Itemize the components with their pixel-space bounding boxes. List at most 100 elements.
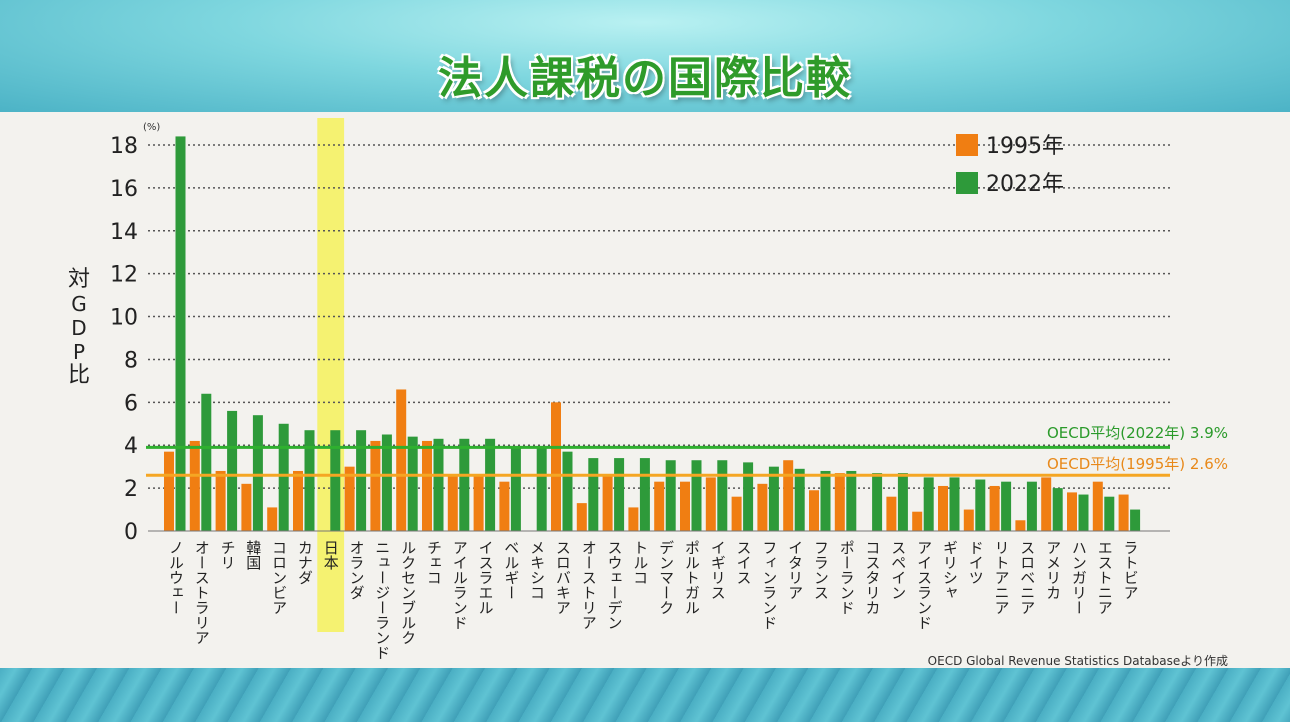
y-tick-label: 0 (124, 520, 138, 545)
oecd-avg-1995-label: OECD平均(1995年) 2.6% (1047, 455, 1228, 473)
bar-1995 (241, 483, 252, 531)
chart-panel (0, 112, 1290, 668)
x-tick-label: イタリア (786, 540, 804, 600)
bar-2022 (639, 458, 650, 531)
y-tick-label: 4 (124, 434, 138, 459)
bar-2022 (201, 393, 212, 531)
x-tick-label: ポルトガル (683, 540, 701, 615)
bar-2022 (949, 477, 960, 531)
x-tick-label: オーストラリア (193, 540, 211, 645)
bar-2022 (1001, 481, 1012, 531)
bar-1995 (963, 509, 974, 531)
highlight-band (317, 118, 345, 632)
x-tick-label: スペイン (889, 540, 907, 600)
bar-1995 (938, 485, 948, 531)
bar-2022 (356, 430, 367, 531)
bar-2022 (794, 468, 805, 531)
y-tick-label: 18 (110, 134, 138, 159)
bar-2022 (278, 423, 289, 531)
bar-1995 (834, 473, 845, 531)
bar-1995 (731, 496, 742, 531)
bar-2022 (459, 438, 470, 531)
bar-1995 (422, 440, 432, 531)
x-tick-label: ルクセンブルク (399, 540, 417, 645)
x-tick-label: スロベニア (1018, 540, 1036, 615)
bar-2022 (820, 470, 831, 531)
bar-2022 (846, 470, 857, 531)
y-tick-label: 12 (110, 263, 138, 288)
bar-2022 (665, 460, 676, 531)
x-tick-label: フィンランド (760, 540, 778, 630)
x-tick-label: デンマーク (657, 540, 675, 615)
bar-2022 (227, 410, 238, 531)
bar-1995 (680, 481, 690, 531)
bar-1995 (447, 475, 458, 531)
bar-1995 (1067, 492, 1077, 531)
bar-2022 (717, 460, 728, 531)
x-tick-label: アメリカ (1044, 540, 1062, 600)
bar-1995 (396, 389, 407, 531)
bar-1995 (293, 470, 303, 531)
x-tick-label: オーストリア (580, 540, 598, 630)
x-tick-label: リトアニア (993, 540, 1011, 615)
bar-2022 (1078, 494, 1089, 531)
bar-1995 (344, 466, 355, 531)
bar-2022 (588, 458, 599, 531)
bar-2022 (897, 473, 908, 531)
x-tick-label: スイス (735, 540, 753, 585)
x-tick-label: アイルランド (451, 540, 469, 630)
bar-2022 (407, 436, 418, 531)
x-tick-label: ギリシャ (941, 540, 959, 600)
bar-1995 (705, 477, 716, 531)
x-tick-label: フランス (812, 540, 830, 600)
bar-1995 (1092, 481, 1103, 531)
bar-1995 (628, 507, 639, 531)
x-tick-label: ポーランド (838, 540, 856, 615)
bar-2022 (872, 473, 883, 531)
bar-2022 (743, 462, 754, 531)
header-background (0, 0, 1290, 112)
x-tick-label: ベルギー (502, 540, 520, 600)
oecd-avg-2022-label: OECD平均(2022年) 3.9% (1047, 424, 1228, 442)
x-tick-label: カナダ (296, 540, 314, 585)
bar-2022 (330, 430, 341, 531)
bar-2022 (1026, 481, 1037, 531)
bar-1995 (473, 475, 484, 531)
y-unit-label: (%) (143, 122, 160, 133)
bar-1995 (1015, 520, 1026, 531)
x-tick-label: ハンガリー (1070, 540, 1088, 615)
bar-1995 (215, 470, 226, 531)
bar-1995 (654, 481, 665, 531)
x-tick-label: 日本 (322, 540, 340, 570)
bar-1995 (267, 507, 278, 531)
x-tick-label: スロバキア (554, 540, 572, 615)
bar-2022 (536, 447, 547, 531)
legend-label-2022: 2022年 (986, 172, 1064, 197)
source-note: OECD Global Revenue Statistics Databaseよ… (927, 654, 1228, 668)
y-tick-label: 8 (124, 348, 138, 373)
bar-2022 (691, 460, 702, 531)
bar-1995 (912, 511, 923, 531)
x-tick-label: エストニア (1096, 540, 1114, 615)
bar-1995 (164, 451, 174, 531)
bar-2022 (562, 451, 573, 531)
x-tick-label: ノルウェー (167, 540, 185, 615)
bar-2022 (923, 477, 934, 531)
bar-2022 (433, 438, 444, 531)
y-tick-label: 6 (124, 391, 138, 416)
legend-swatch-1995 (956, 134, 978, 156)
page-title: 法人課税の国際比較 (438, 53, 852, 104)
bar-1995 (783, 460, 794, 531)
x-tick-label: コスタリカ (864, 540, 882, 615)
bar-1995 (1041, 477, 1052, 531)
y-tick-label: 10 (110, 306, 138, 331)
legend-label-1995: 1995年 (986, 134, 1064, 159)
y-tick-label: 14 (110, 220, 138, 245)
bar-2022 (1052, 488, 1063, 531)
x-tick-label: コロンビア (270, 540, 288, 615)
x-tick-label: スウェーデン (606, 540, 624, 630)
bar-1995 (576, 503, 587, 531)
y-tick-label: 16 (110, 177, 138, 202)
bar-2022 (1104, 496, 1115, 531)
x-tick-label: 韓国 (244, 540, 262, 570)
